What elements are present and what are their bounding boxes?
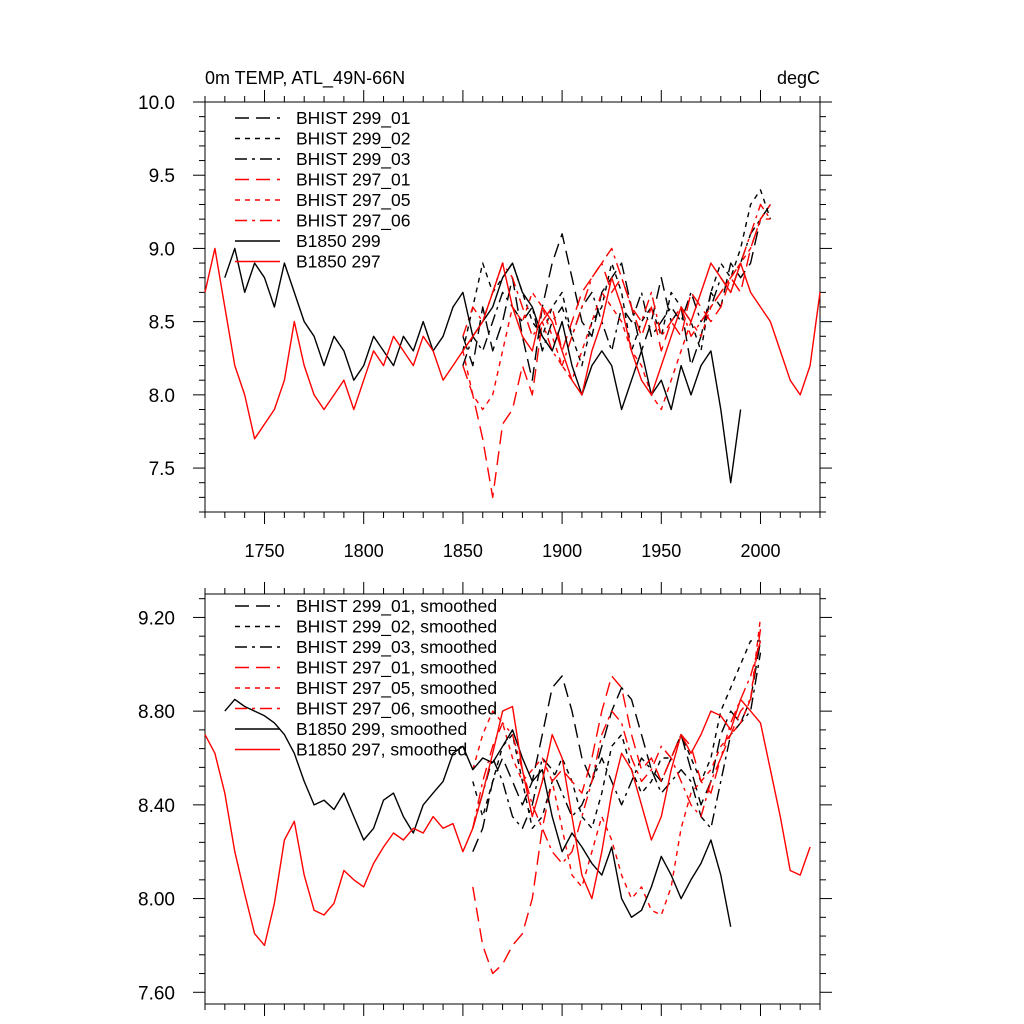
legend-label: BHIST 299_03: [296, 149, 410, 170]
legend-label: BHIST 297_05, smoothed: [296, 678, 497, 699]
legend-label: BHIST 299_01, smoothed: [296, 596, 497, 617]
legend-label: BHIST 297_01, smoothed: [296, 658, 497, 679]
legend-label: BHIST 299_01: [296, 108, 410, 129]
legend-label: BHIST 297_05: [296, 190, 410, 211]
series-line: [472, 640, 761, 829]
legend-label: B1850 299: [296, 231, 381, 251]
y-tick-label: 9.0: [149, 239, 175, 260]
bottom-panel: 7.60 8.00 8.40 8.80 9.20 BHIST 299_01, smooth…: [138, 582, 832, 1016]
y-tick-label: 8.40: [138, 796, 175, 817]
legend-label: BHIST 299_02: [296, 129, 410, 150]
series-line: [472, 629, 762, 975]
y-tick-label: 10.0: [138, 93, 175, 114]
y-tick-label: 8.5: [149, 313, 175, 334]
series-line: [224, 698, 732, 927]
y-tick-label: 9.20: [138, 608, 175, 629]
y-tick-label: 8.00: [138, 890, 175, 911]
series-line: [204, 698, 811, 947]
series-line: [472, 640, 762, 865]
y-tick-label: 8.0: [149, 386, 175, 407]
y-tick-label: 7.60: [138, 983, 175, 1004]
series-line: [462, 203, 771, 367]
legend-label: B1850 299, smoothed: [296, 719, 467, 739]
series-line: [204, 247, 821, 440]
chart-title: 0m TEMP, ATL_49N-66N: [205, 68, 405, 89]
series-line: [462, 204, 771, 499]
series-line: [462, 218, 771, 411]
legend-label: BHIST 299_03, smoothed: [296, 637, 497, 658]
y-tick-label: 8.80: [138, 702, 175, 723]
x-tick-label: 1950: [641, 541, 681, 561]
y-tick-label: 7.5: [149, 459, 175, 480]
y-tick-label: 9.5: [149, 166, 175, 187]
series-line: [462, 189, 772, 367]
x-tick-label: 1900: [542, 541, 582, 561]
series-line: [462, 204, 771, 381]
units-label: degC: [777, 68, 820, 88]
x-tick-label: 1800: [344, 541, 384, 561]
series-line: [472, 652, 762, 829]
legend-label: B1850 297, smoothed: [296, 740, 467, 760]
x-tick-label: 1850: [443, 541, 483, 561]
legend-label: BHIST 297_06: [296, 211, 410, 232]
legend-label: BHIST 299_02, smoothed: [296, 617, 497, 638]
series-line: [472, 640, 762, 852]
series-line: [472, 617, 762, 916]
x-tick-label: 2000: [740, 541, 780, 561]
legend-label: B1850 297: [296, 252, 381, 272]
top-panel: 0m TEMP, ATL_49N-66N degC 1750 1800 1850 1900…: [138, 68, 832, 561]
legend-label: BHIST 297_06, smoothed: [296, 699, 497, 720]
x-tick-label: 1750: [244, 541, 284, 561]
plot-frame: [204, 593, 821, 1005]
legend-label: BHIST 297_01: [296, 170, 410, 191]
